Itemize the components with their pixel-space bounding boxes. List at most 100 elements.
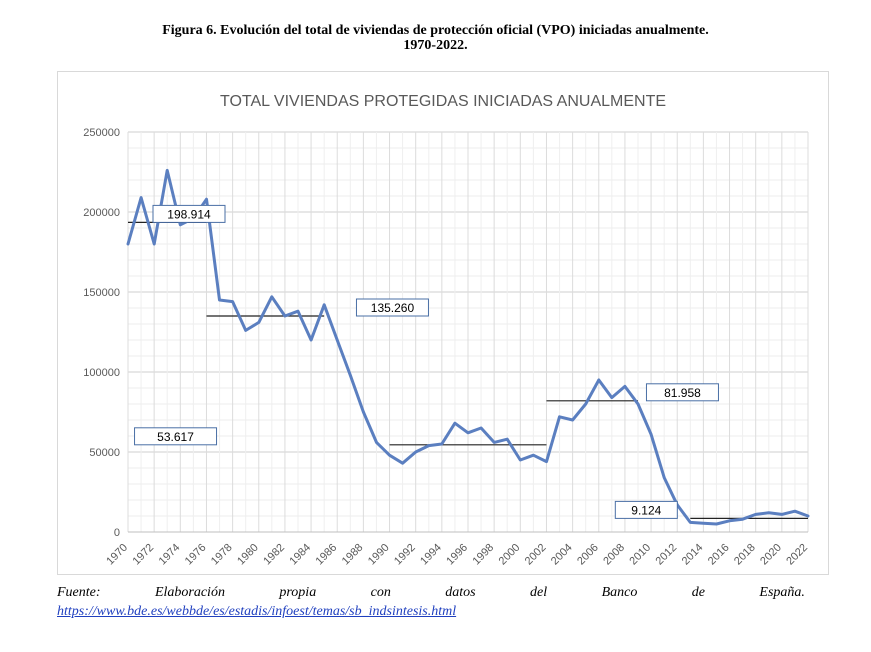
data-point (453, 422, 457, 425)
x-tick-label: 2006 (575, 542, 601, 568)
x-tick-label: 1986 (314, 542, 340, 568)
x-tick-label: 1980 (235, 542, 261, 568)
data-point (139, 196, 143, 199)
x-tick-label: 1996 (444, 542, 470, 568)
source-word: con (370, 585, 391, 600)
x-tick-label: 2014 (680, 542, 706, 568)
y-tick-label: 250000 (83, 127, 120, 139)
x-tick-label: 1984 (287, 542, 313, 568)
data-point (584, 402, 587, 406)
x-tick-label: 1978 (209, 542, 235, 568)
data-point (610, 396, 614, 399)
data-point (336, 338, 339, 342)
data-point (375, 441, 378, 444)
data-point (218, 298, 221, 302)
source-link-line: https://www.bde.es/webbde/es/estadis/inf… (57, 604, 805, 620)
y-tick-label: 100000 (83, 367, 120, 379)
average-label-box (614, 500, 678, 519)
data-point (283, 314, 287, 318)
x-tick-label: 2022 (784, 542, 810, 568)
y-tick-label: 0 (114, 527, 120, 539)
data-point (571, 418, 574, 422)
data-point (126, 242, 130, 246)
source-word: propia (279, 585, 317, 600)
data-point (427, 444, 430, 447)
data-point (296, 310, 300, 313)
y-tick-label: 150000 (83, 287, 120, 299)
data-point (597, 378, 600, 382)
data-point (623, 385, 627, 388)
data-point (649, 433, 653, 436)
average-label-box (134, 427, 218, 446)
average-label: 9.124 (631, 503, 661, 517)
data-point (806, 514, 810, 518)
x-tick-label: 1988 (340, 542, 366, 568)
x-tick-label: 2010 (627, 542, 653, 568)
average-label: 135.260 (371, 301, 415, 315)
data-point (388, 454, 391, 457)
data-point (440, 442, 444, 446)
source-word: Elaboración (154, 585, 225, 600)
data-point (309, 338, 313, 342)
data-point (793, 510, 797, 513)
source-word: del (530, 585, 548, 600)
data-point (362, 410, 365, 414)
data-point (466, 431, 470, 434)
source-word: de (691, 585, 705, 600)
y-tick-label: 50000 (89, 447, 120, 459)
data-point (636, 402, 640, 406)
average-label-box (355, 298, 429, 317)
x-tick-label: 1970 (104, 542, 130, 568)
source-word: datos (445, 585, 476, 600)
data-point (741, 518, 744, 521)
data-point (519, 458, 522, 462)
y-tick-label: 200000 (83, 207, 120, 219)
x-tick-label: 2008 (601, 542, 627, 568)
x-tick-label: 1976 (183, 542, 209, 568)
x-tick-label: 1974 (157, 542, 183, 568)
x-tick-label: 1992 (392, 542, 418, 568)
data-point (780, 513, 784, 516)
source-link[interactable]: https://www.bde.es/webbde/es/estadis/inf… (57, 604, 457, 619)
average-label: 198.914 (167, 207, 211, 221)
data-point (414, 450, 417, 454)
data-point (689, 521, 692, 524)
x-tick-label: 2000 (497, 542, 523, 568)
data-point (702, 522, 705, 525)
line-chart: TOTAL VIVIENDAS PROTEGIDAS INICIADAS ANU… (83, 93, 810, 568)
data-point (166, 169, 169, 172)
data-point (492, 441, 496, 444)
data-point (244, 329, 247, 332)
source-word: Fuente: (57, 585, 101, 600)
data-point (662, 476, 666, 479)
x-tick-label: 1972 (130, 542, 156, 568)
data-point (506, 438, 509, 441)
x-tick-label: 1998 (470, 542, 496, 568)
chart-frame: TOTAL VIVIENDAS PROTEGIDAS INICIADAS ANU… (57, 71, 829, 575)
figure-title: Figura 6. Evolución del total de viviend… (162, 23, 709, 38)
data-point (270, 295, 274, 298)
x-tick-label: 1994 (418, 542, 444, 568)
figure-subtitle: 1970-2022. (403, 38, 468, 53)
average-label: 81.958 (664, 386, 701, 400)
data-point (479, 426, 483, 430)
data-point (728, 519, 731, 522)
average-label-box (645, 383, 719, 402)
source-word: España. (759, 585, 805, 600)
source-word: Banco (601, 585, 638, 600)
source-line: Fuente: Elaboración propia con datos del Banco… (57, 585, 805, 601)
data-point (205, 198, 208, 201)
data-point (532, 454, 535, 457)
x-tick-label: 2002 (523, 542, 549, 568)
x-tick-label: 2016 (706, 542, 732, 568)
average-label: 53.617 (157, 430, 194, 444)
data-point (545, 460, 548, 463)
x-tick-label: 2018 (732, 542, 758, 568)
data-point (231, 300, 234, 303)
data-point (349, 374, 352, 377)
x-tick-label: 2020 (758, 542, 784, 568)
chart-title: TOTAL VIVIENDAS PROTEGIDAS INICIADAS ANU… (220, 93, 666, 110)
data-point (754, 513, 757, 516)
data-point (257, 321, 260, 324)
x-tick-label: 2004 (549, 542, 575, 568)
